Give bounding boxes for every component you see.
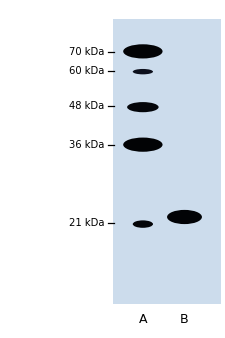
- FancyBboxPatch shape: [112, 19, 220, 304]
- Ellipse shape: [123, 138, 162, 152]
- Text: 36 kDa: 36 kDa: [69, 140, 105, 150]
- Ellipse shape: [127, 102, 159, 112]
- Ellipse shape: [167, 210, 202, 224]
- Text: 70 kDa: 70 kDa: [69, 47, 105, 57]
- Text: 48 kDa: 48 kDa: [69, 101, 105, 112]
- Text: A: A: [139, 313, 147, 326]
- Text: 21 kDa: 21 kDa: [69, 218, 105, 228]
- Ellipse shape: [123, 44, 162, 58]
- Text: B: B: [180, 313, 189, 326]
- Text: 60 kDa: 60 kDa: [69, 66, 105, 76]
- Ellipse shape: [133, 69, 153, 74]
- Ellipse shape: [133, 220, 153, 228]
